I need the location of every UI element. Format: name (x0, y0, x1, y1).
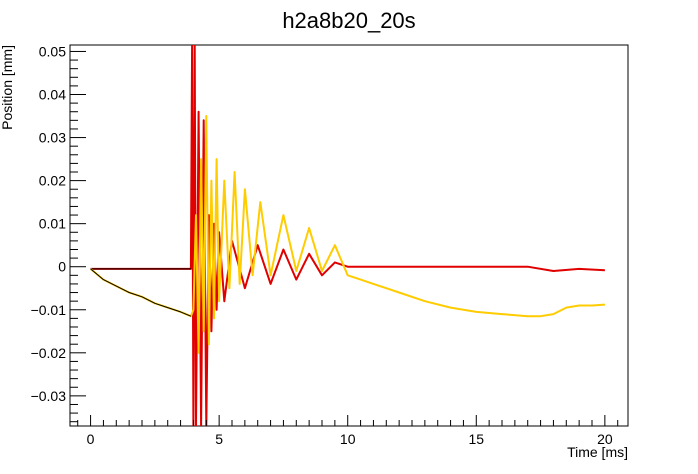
chart-title: h2a8b20_20s (282, 8, 415, 33)
y-tick-label: 0.05 (39, 43, 66, 59)
x-tick-label: 10 (340, 431, 356, 447)
x-axis-ticks: 0 5 10 15 20 (77, 415, 619, 447)
y-tick-label: −0.03 (31, 388, 67, 404)
y-tick-label: 0.02 (39, 173, 66, 189)
y-axis-ticks: −0.03 −0.02 −0.01 0 0.01 0.02 0.03 0.04 0.05 (31, 43, 86, 423)
series-line-1 (90, 45, 605, 426)
y-tick-label: −0.02 (31, 345, 67, 361)
x-axis-title: Time [ms] (567, 444, 628, 460)
x-tick-label: 15 (468, 431, 484, 447)
y-tick-label: 0.01 (39, 216, 66, 232)
y-axis-title: Position [mm] (0, 45, 15, 130)
y-tick-label: 0 (58, 259, 66, 275)
series-layer (89, 45, 605, 426)
x-tick-label: 5 (215, 431, 223, 447)
series-line-4 (90, 268, 192, 317)
x-tick-label: 20 (597, 431, 613, 447)
x-tick-label: 0 (87, 431, 95, 447)
y-tick-label: 0.04 (39, 87, 66, 103)
series-line-3 (89, 115, 605, 354)
y-tick-label: −0.01 (31, 302, 67, 318)
plot-frame (69, 44, 629, 427)
y-tick-label: 0.03 (39, 130, 66, 146)
